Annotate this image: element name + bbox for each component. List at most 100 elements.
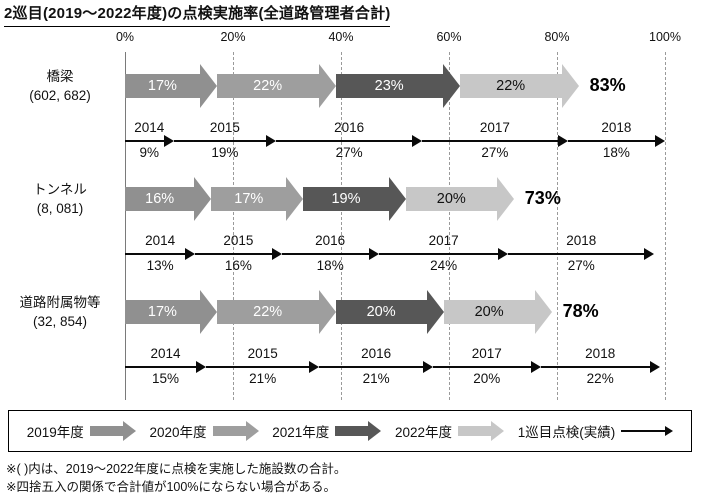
gridline [557,52,558,400]
group-count: (32, 854) [32,314,88,329]
legend-arrow-head-icon [368,421,382,441]
timeline-arrowhead-icon [644,248,655,260]
total-label: 83% [589,75,626,95]
timeline-segment: 2015 21% [206,345,320,391]
timeline-line [567,140,656,142]
legend-arrow-body [458,426,492,436]
timeline-value-label: 27% [481,145,509,160]
timeline-value-label: 13% [146,258,174,273]
arrow-body [335,300,427,324]
timeline-line [422,140,559,142]
arrow-body [335,74,443,98]
arrow-head-icon [286,177,304,221]
timeline-year-label: 2014 [145,233,176,248]
timeline-line [206,366,311,368]
arrow-value-label: 19% [331,191,361,207]
timeline-segment: 2018 22% [540,345,660,391]
timeline-segment: 2017 20% [432,345,541,391]
arrow-2019年度: 17% [125,64,217,108]
arrow-2020年度: 22% [216,290,336,334]
legend-label: 2021年度 [272,425,330,440]
x-axis-tick-label: 80% [544,30,570,44]
timeline-year-label: 2016 [361,346,392,361]
timeline-year-label: 2017 [479,120,510,135]
timeline-value-label: 21% [362,371,390,386]
legend-line-arrowhead-icon [665,426,674,436]
arrow-value-label: 17% [147,304,177,320]
timeline-value-label: 15% [151,371,180,386]
arrow-head-icon [318,290,336,334]
arrow-head-icon [388,177,406,221]
group-count: (602, 682) [29,88,91,103]
group-label: 道路附属物等 (32, 854) [0,293,120,331]
arrow-2019年度: 17% [125,290,217,334]
footnote-line-2: ※四捨五入の関係で合計値が100%にならない場合がある。 [6,480,336,494]
timeline-year-label: 2016 [334,120,365,135]
timeline-value-label: 27% [567,258,595,273]
arrow-value-label: 17% [234,191,264,207]
arrow-2020年度: 22% [216,64,336,108]
arrow-head-icon [199,290,217,334]
timeline-line [276,140,413,142]
timeline-value-label: 24% [430,258,458,273]
group-label: トンネル (8, 081) [0,180,120,218]
arrow-head-icon [534,290,552,334]
timeline-segment: 2018 27% [508,232,655,278]
timeline-line [432,366,532,368]
arrow-body [216,74,319,98]
arrow-body [211,187,287,211]
axis-baseline [125,52,126,400]
timeline-year-label: 2014 [134,120,165,135]
timeline-value-label: 16% [224,258,252,273]
timeline-value-label: 22% [586,371,614,386]
arrow-head-icon [318,64,336,108]
legend-arrow-icon [335,421,382,441]
legend-arrow-head-icon [491,421,505,441]
timeline-value-label: 20% [473,371,501,386]
timeline-year-label: 2014 [150,346,181,361]
legend-item: 2021年度 [272,421,382,441]
x-axis-tick-label: 60% [436,30,462,44]
timeline-arrowhead-icon [649,361,660,373]
timeline-segment: 2016 27% [276,119,422,165]
arrow-head-icon [194,177,212,221]
arrow-body [216,300,319,324]
timeline-value-label: 27% [335,145,363,160]
legend-arrow-body [89,426,123,436]
timeline-value-label: 21% [249,371,277,386]
timeline-arrowhead-icon [163,135,174,147]
group-name: 道路附属物等 [19,295,101,310]
gridline [665,52,666,400]
arrow-body [405,187,497,211]
arrow-body [303,187,389,211]
timeline-segment: 2014 9% [125,119,174,165]
arrow-2022年度: 20% [405,177,514,221]
x-axis-tick-label: 100% [649,30,681,44]
legend: 2019年度 2020年度 2021年度 2022年度 1巡目点検(実績) [8,410,692,452]
group-name: トンネル [33,182,87,197]
timeline-year-label: 2015 [223,233,254,248]
timeline-arrowhead-icon [185,248,196,260]
timeline-segment: 2014 15% [125,345,206,391]
timeline-arrowhead-icon [196,361,206,373]
arrow-value-label: 20% [366,304,396,320]
arrow-2019年度: 16% [125,177,212,221]
timeline-value-label: 9% [139,145,160,160]
timeline-line [125,140,165,142]
gridline [449,52,450,400]
group-name: 橋梁 [46,69,74,84]
timeline-line [378,253,500,255]
timeline-year-label: 2018 [566,233,597,248]
arrow-2022年度: 20% [443,290,552,334]
chart-title: 2巡目(2019～2022年度)の点検実施率(全道路管理者合計) [4,2,391,27]
timeline-arrowhead-icon [654,135,665,147]
timeline-line [319,366,424,368]
arrow-head-icon [199,64,217,108]
x-axis-tick-label: 20% [220,30,246,44]
timeline-arrowhead-icon [266,135,277,147]
timeline-arrowhead-icon [411,135,422,147]
legend-arrow-icon [89,421,136,441]
gridline [341,52,342,400]
arrow-value-label: 20% [436,191,466,207]
